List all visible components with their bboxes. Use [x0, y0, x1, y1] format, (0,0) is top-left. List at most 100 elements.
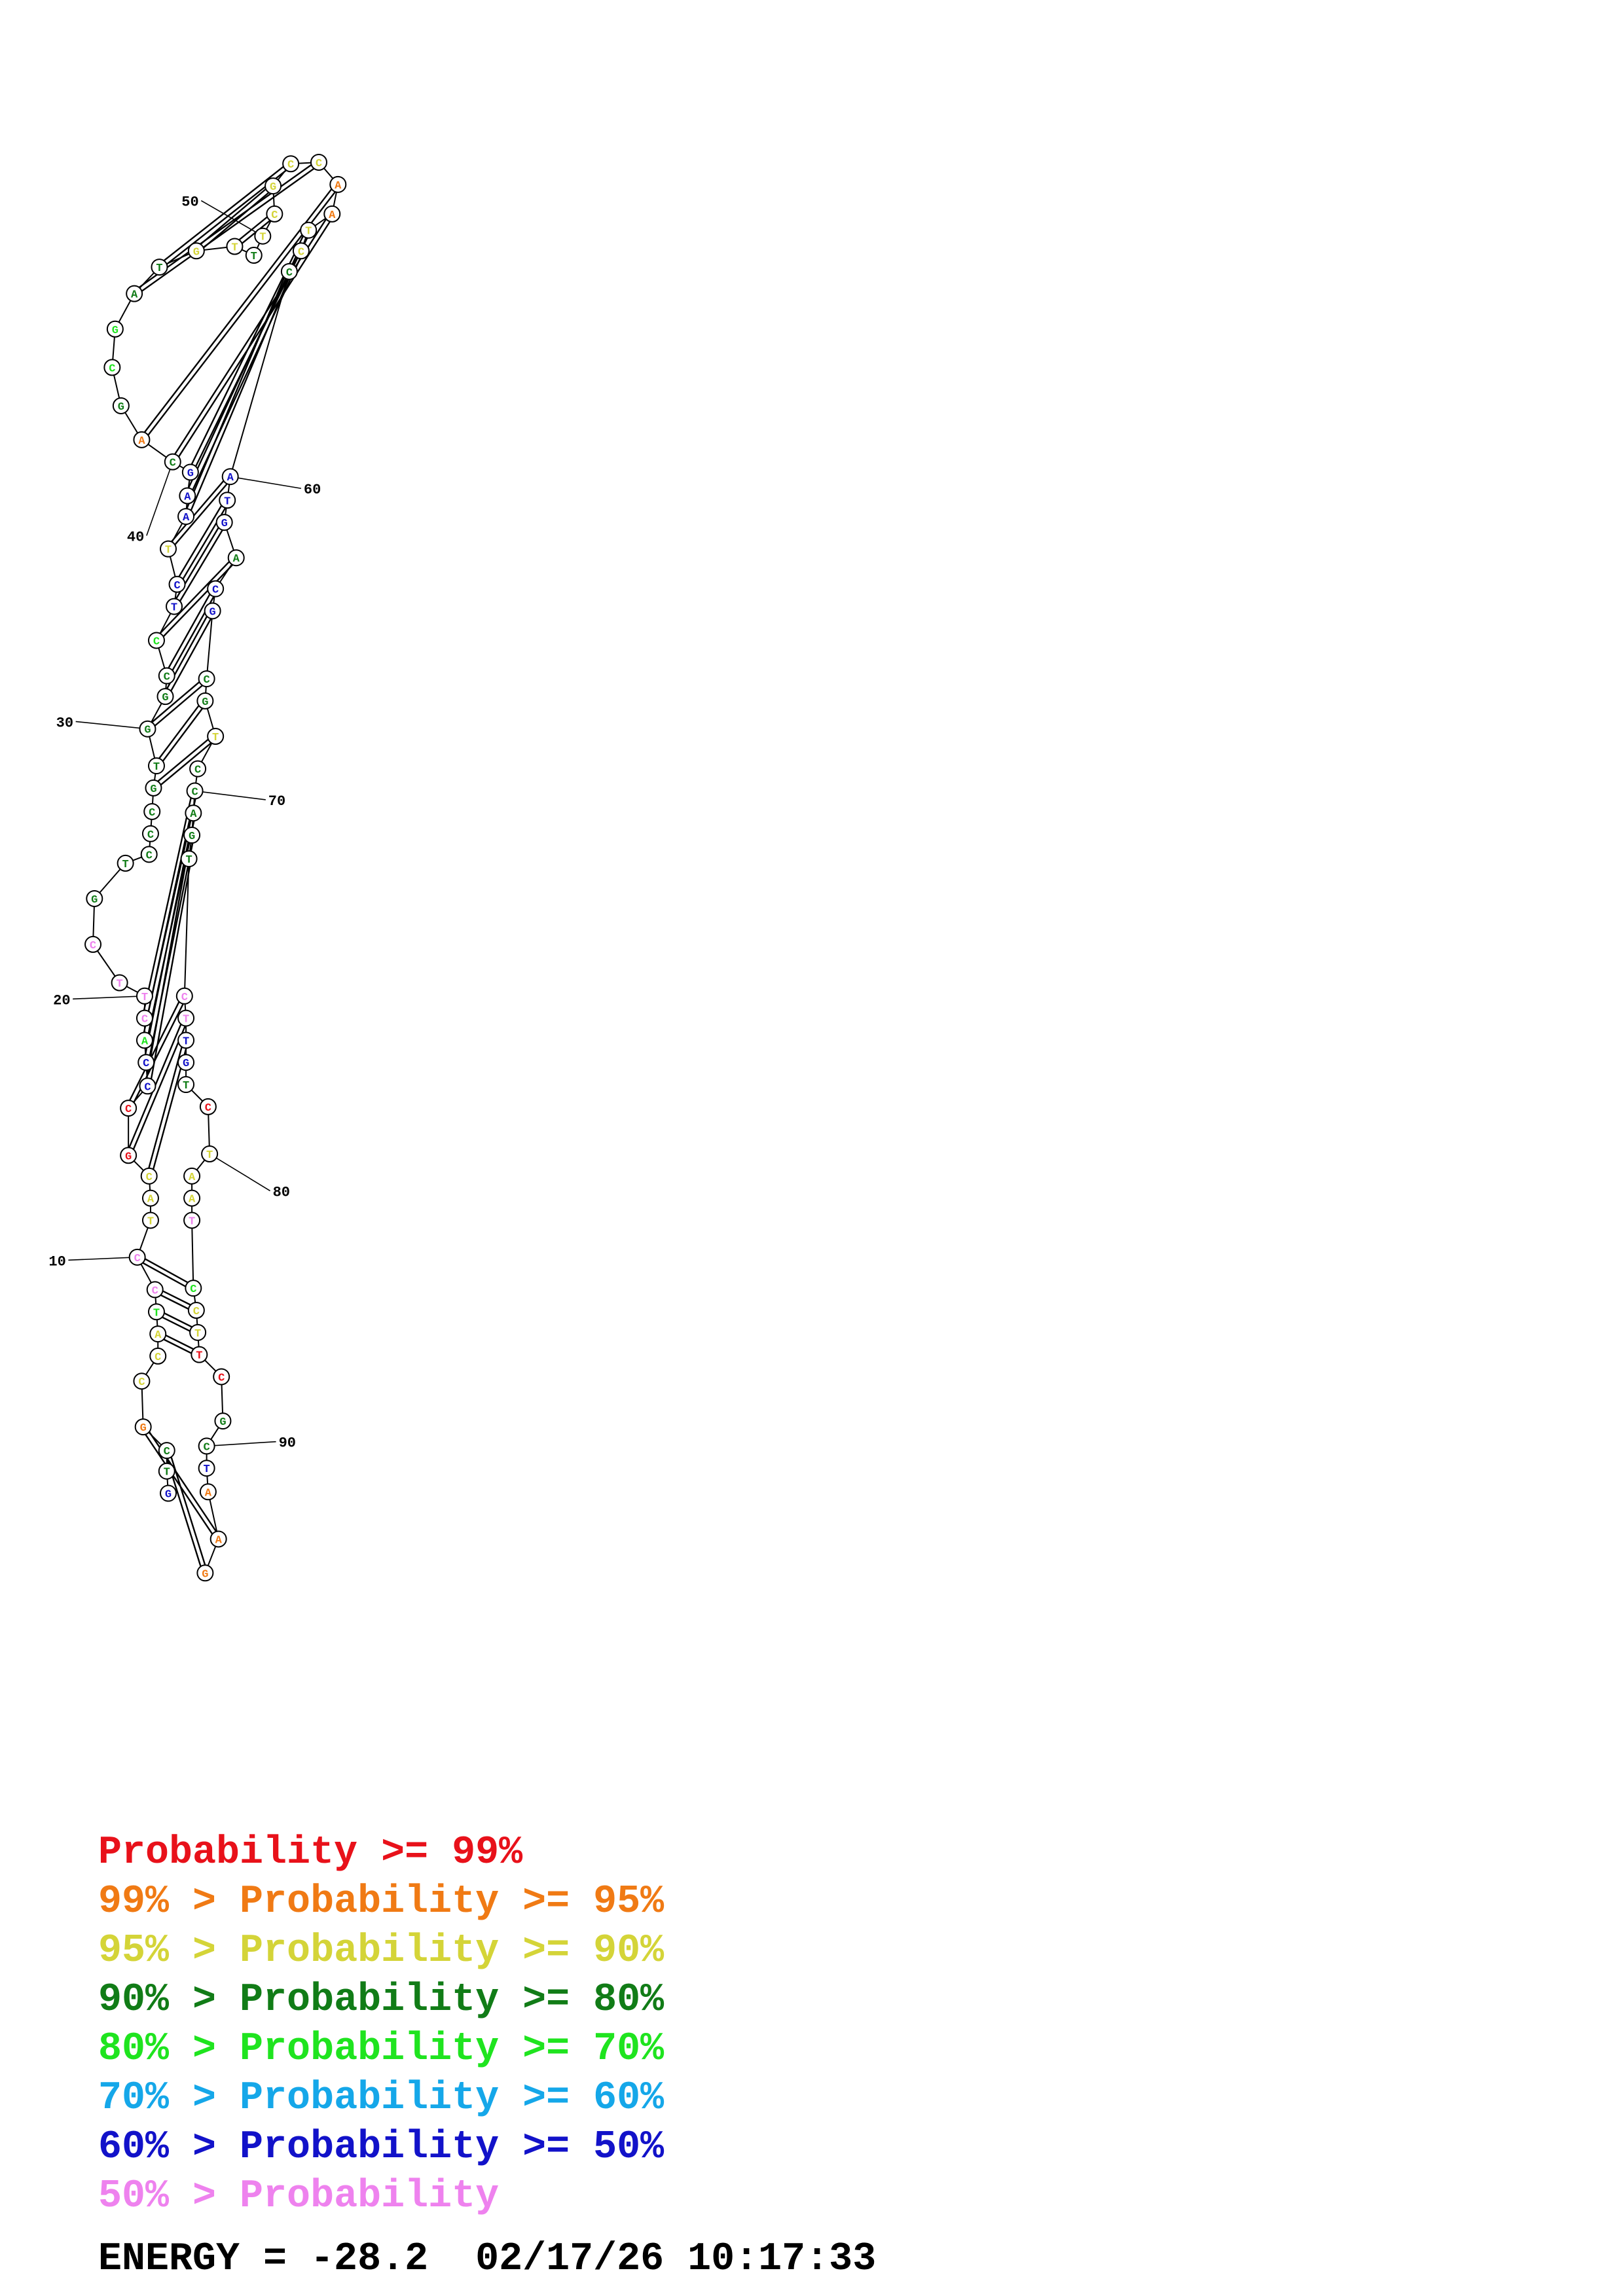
nucleotide-letter: C: [204, 674, 210, 687]
nucleotide: C: [158, 1442, 175, 1460]
nucleotide-circle: [177, 508, 195, 526]
nucleotide-circle: [120, 1100, 137, 1117]
nucleotide: C: [175, 987, 193, 1005]
nucleotide-circle: [282, 155, 300, 173]
nucleotide-circle: [146, 1281, 164, 1299]
nucleotide-letter: A: [215, 1534, 223, 1547]
nucleotide-circle: [86, 889, 103, 907]
nucleotide-circle: [140, 846, 158, 863]
nucleotide: C: [189, 760, 207, 778]
legend-text-7: Probability >= 50%: [240, 2125, 665, 2170]
nucleotide-circle: [329, 175, 347, 193]
base-pair-line: [125, 994, 183, 1108]
nucleotide-letter: G: [187, 467, 194, 480]
position-label-20: 20: [53, 992, 70, 1009]
nucleotide-letter: C: [141, 1014, 148, 1026]
nucleotide: G: [183, 827, 201, 844]
legend-prefix-8: 50% >: [98, 2174, 240, 2219]
nucleotide-letter: G: [140, 1422, 147, 1435]
nucleotide-circle: [198, 1437, 215, 1455]
nucleotide-letter: C: [149, 807, 155, 819]
nucleotide-circle: [214, 1412, 232, 1430]
nucleotide-circle: [137, 1054, 155, 1071]
backbone-segment: [206, 611, 213, 679]
nucleotide-letter: G: [162, 692, 168, 704]
nucleotide-circle: [143, 802, 161, 820]
nucleotide: C: [141, 825, 159, 842]
nucleotide-letter: T: [156, 262, 162, 275]
base-pair-line: [157, 558, 239, 643]
nucleotide-circle: [177, 1009, 195, 1027]
base-pair-line: [154, 737, 218, 791]
legend-prefix-4: 90% >: [98, 1978, 240, 2022]
nucleotide-circle: [292, 242, 310, 260]
nucleotide: G: [214, 1412, 232, 1430]
nucleotide-letter: G: [219, 1416, 226, 1429]
nucleotide: T: [245, 247, 263, 264]
nucleotide-letter: A: [147, 1194, 155, 1206]
nucleotide-circle: [300, 221, 318, 239]
nucleotide: A: [199, 1483, 217, 1501]
nucleotide: C: [199, 1098, 217, 1115]
nucleotide: T: [177, 1031, 195, 1049]
nucleotide-circle: [156, 688, 174, 706]
nucleotide: C: [187, 1301, 205, 1319]
nucleotide-letter: C: [155, 1352, 161, 1364]
nucleotide-circle: [227, 549, 245, 567]
legend-prefix-7: 60% >: [98, 2125, 240, 2170]
nucleotide: G: [204, 602, 221, 620]
nucleotide: C: [280, 262, 298, 280]
nucleotide: C: [164, 453, 181, 471]
nucleotide-letter: C: [146, 1172, 153, 1184]
position-label-leader: [200, 200, 263, 237]
position-label-70: 70: [268, 793, 285, 810]
base-pair-line: [164, 587, 215, 675]
nucleotide-letter: T: [231, 242, 238, 255]
nucleotide-letter: T: [206, 1149, 213, 1162]
nucleotide-letter: T: [117, 978, 123, 990]
nucleotide: G: [160, 1484, 177, 1502]
nucleotide: A: [133, 431, 151, 448]
nucleotide-circle: [198, 1460, 215, 1477]
nucleotide: C: [140, 846, 158, 863]
nucleotide: T: [177, 1009, 195, 1027]
nucleotide-letter: G: [144, 725, 151, 737]
nucleotide-letter: T: [259, 232, 266, 244]
nucleotide-circle: [280, 262, 298, 280]
nucleotide-circle: [149, 1347, 167, 1365]
nucleotide-circle: [147, 632, 165, 649]
nucleotide: T: [254, 227, 272, 245]
nucleotide: T: [180, 850, 198, 868]
nucleotide-letter: T: [194, 1328, 201, 1340]
nucleotide-circle: [160, 1484, 177, 1502]
nucleotide-letter: T: [171, 602, 177, 615]
nucleotide-letter: C: [194, 764, 201, 777]
nucleotide-letter: A: [141, 1035, 149, 1048]
nucleotide-letter: G: [270, 181, 276, 194]
nucleotide: C: [84, 935, 102, 953]
nucleotide: C: [213, 1368, 230, 1386]
base-pair-line: [154, 555, 236, 639]
position-label-10: 10: [48, 1253, 65, 1270]
nucleotide-circle: [117, 854, 134, 872]
position-label-leader: [194, 790, 266, 800]
nucleotide-letter: A: [184, 492, 191, 504]
nucleotide-letter: T: [183, 1014, 189, 1026]
nucleotide-circle: [120, 1147, 137, 1164]
nucleotide: G: [112, 397, 130, 414]
nucleotide-circle: [226, 238, 244, 255]
legend-prefix-6: 70% >: [98, 2076, 240, 2121]
nucleotide-circle: [136, 987, 153, 1005]
position-label-40: 40: [127, 529, 144, 545]
nucleotide: G: [196, 1564, 214, 1582]
base-pair-line: [166, 475, 229, 548]
nucleotide-letter: C: [164, 672, 170, 684]
nucleotide: A: [323, 205, 341, 223]
base-pair-line: [130, 996, 188, 1110]
nucleotide: C: [198, 1437, 215, 1455]
base-pair-line: [197, 187, 276, 253]
position-label-60: 60: [304, 482, 321, 498]
nucleotide-letter: G: [118, 401, 124, 414]
nucleotide-letter: A: [183, 512, 190, 524]
